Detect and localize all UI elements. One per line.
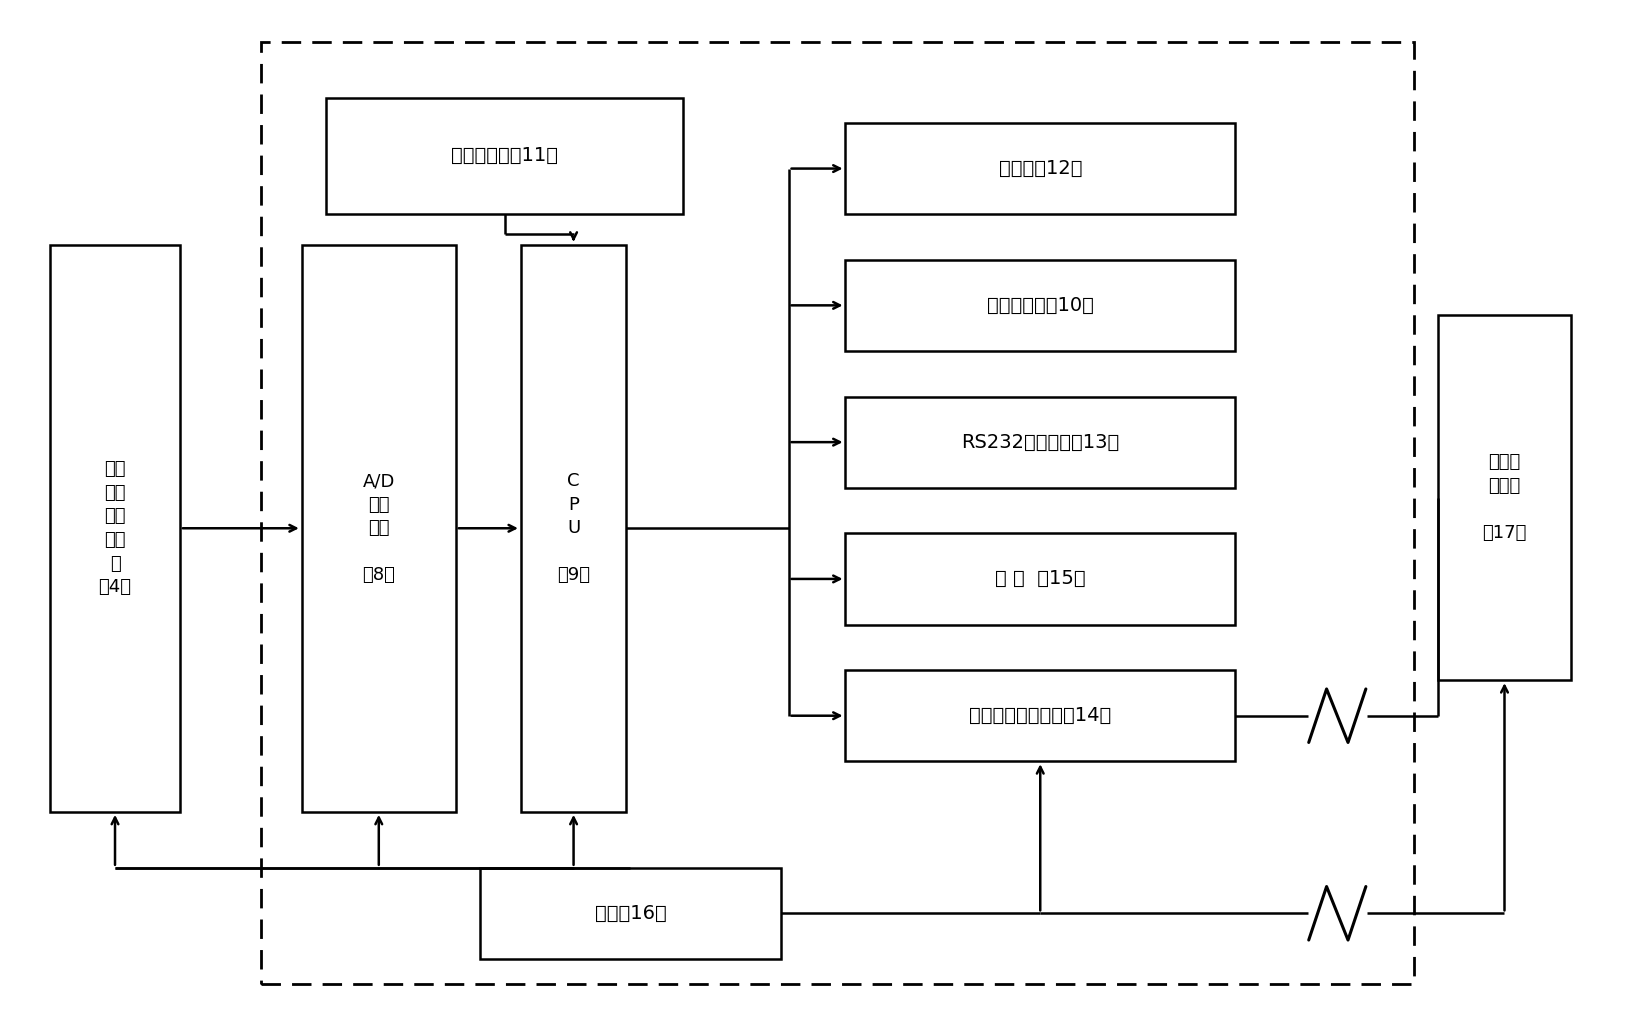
Text: 电子
数显
液压
传感
器
（4）: 电子 数显 液压 传感 器 （4） <box>99 460 132 596</box>
Bar <box>50 245 180 812</box>
Text: 电源（16）: 电源（16） <box>595 904 667 923</box>
Bar <box>846 123 1236 214</box>
Bar <box>846 260 1236 351</box>
Text: 显示器（12）: 显示器（12） <box>998 160 1081 178</box>
Text: C
P
U

（9）: C P U （9） <box>558 472 590 584</box>
Bar <box>480 868 780 959</box>
Bar <box>262 42 1413 985</box>
Text: 程序存储器（11）: 程序存储器（11） <box>450 146 558 166</box>
Text: A/D
转换
电路

（8）: A/D 转换 电路 （8） <box>363 472 395 584</box>
Text: 监测系
统分站

（17）: 监测系 统分站 （17） <box>1483 453 1527 543</box>
Bar <box>520 245 626 812</box>
Text: 键 盘  （15）: 键 盘 （15） <box>995 569 1086 588</box>
Bar <box>846 396 1236 488</box>
Bar <box>1437 316 1571 681</box>
Bar <box>846 671 1236 761</box>
Text: RS232通讯电路（13）: RS232通讯电路（13） <box>961 433 1119 452</box>
Bar <box>302 245 455 812</box>
Bar <box>846 533 1236 625</box>
Text: 标准信号输出电路（14）: 标准信号输出电路（14） <box>969 706 1112 725</box>
Bar <box>327 98 683 214</box>
Text: 数据存储器（10）: 数据存储器（10） <box>987 296 1094 315</box>
